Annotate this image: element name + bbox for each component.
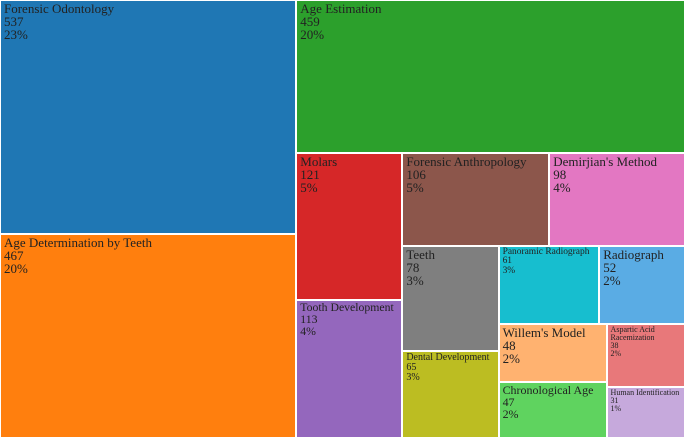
tile-label: Demirjian's Method xyxy=(553,153,657,169)
tile-label: Human Identification xyxy=(610,387,680,397)
tile-label: Aspartic Acid Racemization xyxy=(610,325,655,343)
tile-value: 38 xyxy=(610,341,619,351)
tile-label: Willem's Model xyxy=(502,325,586,341)
tile: Willem's Model 48 2% xyxy=(498,324,607,382)
tile-label: Radiograph xyxy=(603,246,664,262)
tile-value: 47 xyxy=(502,394,515,409)
tile: Demirjian's Method 98 4% xyxy=(549,152,685,246)
tile-percent: 3% xyxy=(406,272,424,288)
tile-label: Chronological Age xyxy=(502,382,594,397)
tile-value: 106 xyxy=(406,166,426,182)
tile-label: Forensic Anthropology xyxy=(406,153,527,169)
tile: Radiograph 52 2% xyxy=(599,245,685,325)
tile-percent: 2% xyxy=(502,406,519,421)
tile-label: Panoramic Radiograph xyxy=(502,246,590,257)
tile: Dental Development 65 3% xyxy=(402,350,499,438)
tile-label: Teeth xyxy=(406,246,435,262)
tile-value: 98 xyxy=(553,166,567,182)
tile-value: 52 xyxy=(603,259,617,275)
tile-percent: 20% xyxy=(4,261,28,277)
tile: Panoramic Radiograph 61 3% xyxy=(498,245,600,325)
tile-percent: 5% xyxy=(300,179,318,195)
tile-value: 61 xyxy=(502,256,513,267)
tile-percent: 23% xyxy=(4,27,28,42)
tile: Age Determination by Teeth 467 20% xyxy=(0,234,297,438)
tile-percent: 2% xyxy=(610,349,622,359)
tile-value: 48 xyxy=(502,338,516,354)
tile: Age Estimation 459 20% xyxy=(296,0,685,153)
tile-percent: 2% xyxy=(502,351,520,367)
tile-value: 537 xyxy=(4,14,24,29)
tile-percent: 4% xyxy=(300,324,316,338)
tile-percent: 1% xyxy=(610,403,622,413)
tile: Teeth 78 3% xyxy=(402,245,499,351)
tile-percent: 4% xyxy=(553,179,571,195)
tile-percent: 5% xyxy=(406,179,424,195)
tile-value: 31 xyxy=(610,395,619,405)
tile-value: 78 xyxy=(406,259,420,275)
tile-percent: 20% xyxy=(300,27,325,42)
tile: Forensic Anthropology 106 5% xyxy=(402,152,550,246)
tile-label: Age Determination by Teeth xyxy=(4,235,152,251)
tile: Molars 121 5% xyxy=(296,152,403,301)
tile-value: 121 xyxy=(300,166,320,182)
tile: Tooth Development 113 4% xyxy=(296,300,403,438)
tile-value: 459 xyxy=(300,14,320,29)
tile-label: Forensic Odontology xyxy=(4,1,115,16)
tile: Chronological Age 47 2% xyxy=(498,381,607,438)
tile-percent: 3% xyxy=(502,265,516,276)
tile-value: 467 xyxy=(4,248,24,264)
tile-label: Dental Development xyxy=(406,351,490,363)
tile-label: Tooth Development xyxy=(300,301,394,315)
tile-value: 65 xyxy=(406,361,417,373)
tile-label: Age Estimation xyxy=(300,1,382,16)
tile: Forensic Odontology 537 23% xyxy=(0,0,297,235)
tile: Aspartic Acid Racemization 38 2% xyxy=(606,324,685,387)
tile-value: 113 xyxy=(300,312,318,326)
tile: Human Identification 31 1% xyxy=(606,386,685,438)
tile-percent: 2% xyxy=(603,272,621,288)
tile-label: Molars xyxy=(300,153,338,169)
tile-percent: 3% xyxy=(406,371,420,383)
